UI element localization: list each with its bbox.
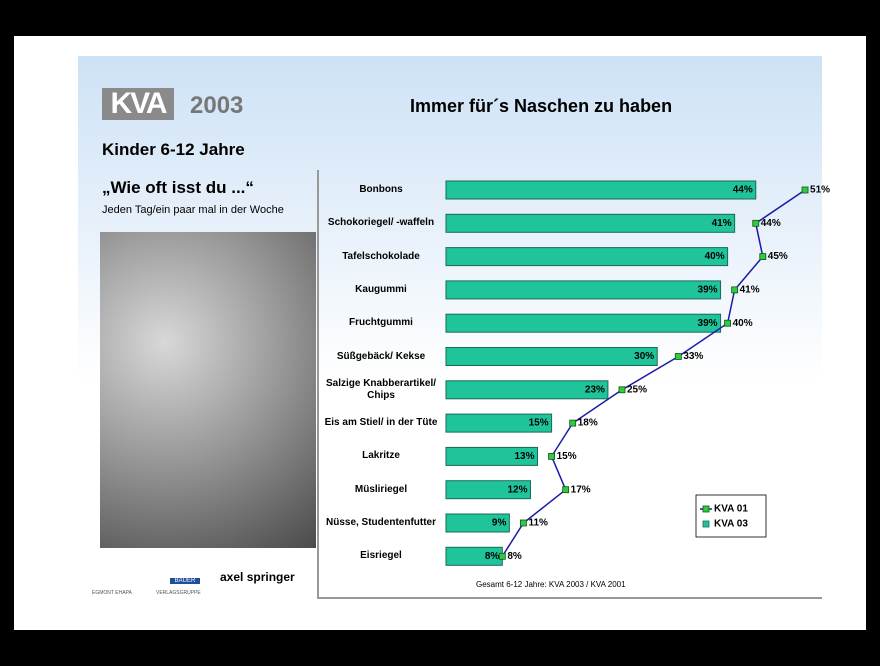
- question-note: Jeden Tag/ein paar mal in der Woche: [102, 204, 284, 216]
- question: „Wie oft isst du ...“: [102, 178, 254, 197]
- category-label: Bonbons: [359, 184, 403, 195]
- category-label: Kaugummi: [355, 283, 407, 295]
- legend-marker: [702, 505, 710, 513]
- bar: [445, 213, 736, 233]
- bar-value-label: 44%: [733, 185, 753, 196]
- category-label: Schokoriegel/ -waffeln: [327, 217, 435, 229]
- bar: [445, 446, 539, 466]
- bar: [445, 480, 531, 500]
- category-label: Süßgebäck/ Kekse: [336, 350, 426, 362]
- subtitle: Kinder 6-12 Jahre: [102, 140, 245, 159]
- category-label: Tafelschokolade: [342, 250, 420, 262]
- bar-value-label: 12%: [507, 484, 527, 495]
- logo: KVA: [102, 88, 174, 120]
- chart-title: Immer für´s Naschen zu haben: [410, 96, 673, 116]
- bar-value-label: 23%: [585, 384, 605, 395]
- bar-value-label: 39%: [698, 285, 718, 296]
- line-value-label: 17%: [571, 484, 591, 495]
- bar-value-label: 8%: [485, 551, 500, 562]
- bar-value-label: 39%: [698, 318, 718, 329]
- bar: [445, 247, 729, 267]
- line-marker: [759, 253, 767, 261]
- line-marker: [752, 219, 760, 227]
- category-label: Fruchtgummi: [349, 317, 413, 329]
- legend-label: KVA 03: [714, 519, 748, 530]
- bar-value-label: 40%: [705, 251, 725, 262]
- line-marker: [548, 452, 555, 460]
- line-value-label: 51%: [810, 185, 830, 196]
- bar-value-label: 30%: [634, 351, 654, 362]
- line-marker: [520, 519, 527, 527]
- chart-note: Gesamt 6-12 Jahre: KVA 2003 / KVA 2001: [476, 580, 626, 589]
- bar: [445, 513, 510, 533]
- line-marker: [724, 319, 731, 327]
- bar: [445, 413, 553, 433]
- bar-value-label: 9%: [492, 518, 507, 529]
- line-value-label: 45%: [768, 251, 788, 262]
- category-label: Lakritze: [362, 450, 400, 462]
- line-marker: [498, 552, 506, 560]
- photo: [100, 232, 316, 548]
- line-value-label: 40%: [733, 318, 753, 329]
- category-label: Salzige Knabberartikel/ Chips: [325, 377, 437, 401]
- legend-label: KVA 01: [714, 504, 748, 515]
- bar: [445, 380, 609, 400]
- line-value-label: 25%: [627, 384, 647, 395]
- line-value-label: 15%: [557, 451, 577, 462]
- line: [501, 189, 806, 557]
- line-marker: [731, 286, 739, 294]
- publisher-logo: EGMONT EHAPA: [92, 590, 132, 596]
- category-label: Müsliriegel: [354, 483, 408, 495]
- category-label: Eis am Stiel/ in der Tüte: [324, 417, 438, 429]
- bar: [445, 347, 658, 366]
- bar-value-label: 13%: [515, 451, 535, 462]
- bar: [445, 313, 722, 333]
- line-value-label: 18%: [578, 418, 598, 429]
- category-label: Nüsse, Studentenfutter: [325, 517, 436, 528]
- legend-marker: [702, 520, 710, 528]
- line-marker: [569, 419, 577, 427]
- line-marker: [801, 186, 809, 194]
- publisher-logo: BAUER: [170, 578, 200, 584]
- line-marker: [618, 386, 626, 394]
- bar-value-label: 41%: [712, 218, 732, 229]
- chart-frame: [317, 170, 822, 599]
- legend-box: [695, 494, 767, 538]
- line-value-label: 41%: [740, 285, 760, 296]
- category-label: Eisriegel: [360, 550, 402, 562]
- bar-value-label: 15%: [529, 418, 549, 429]
- line-value-label: 33%: [683, 351, 703, 362]
- line-value-label: 11%: [528, 518, 548, 529]
- year: 2003: [190, 92, 244, 119]
- line-value-label: 8%: [507, 551, 522, 562]
- bar: [445, 280, 722, 300]
- line-marker: [674, 353, 682, 360]
- line-marker: [562, 486, 570, 494]
- publisher-logo: axel springer: [220, 570, 295, 584]
- bar: [445, 180, 757, 200]
- line-value-label: 44%: [761, 218, 781, 229]
- publisher-logo: VERLAGSGRUPPE: [156, 590, 201, 596]
